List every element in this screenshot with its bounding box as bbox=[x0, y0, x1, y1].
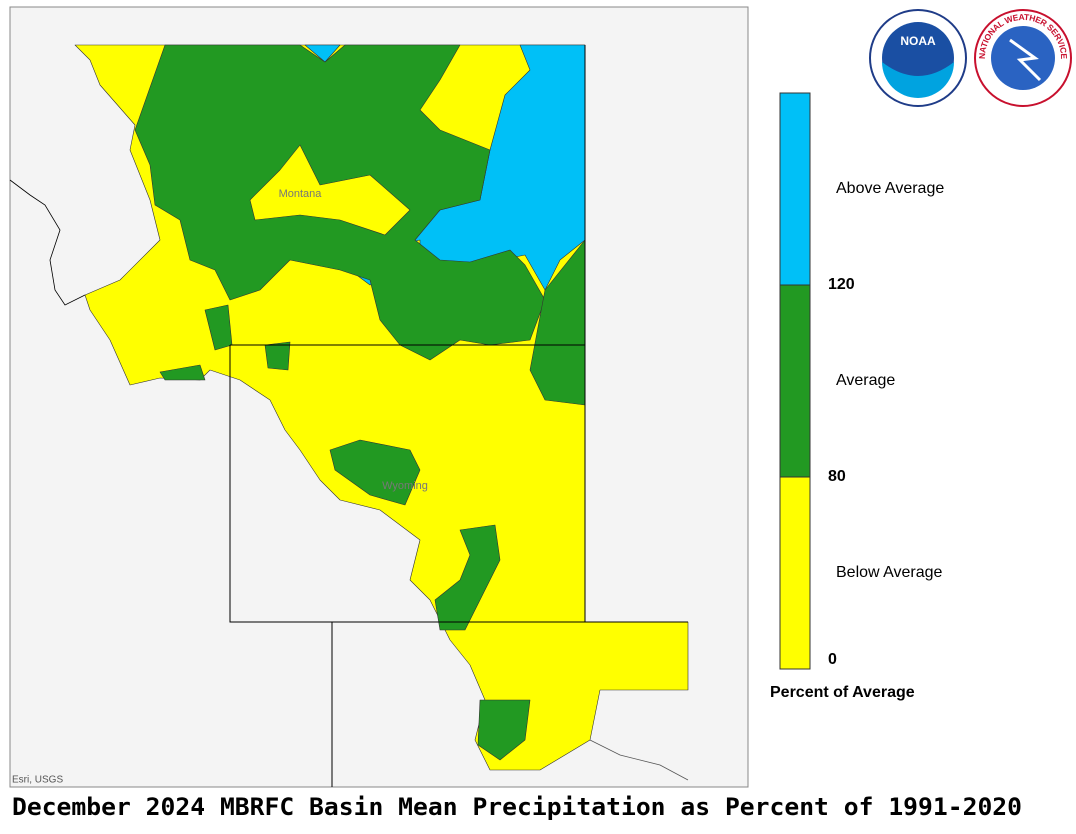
state-border bbox=[9, 179, 86, 306]
legend-swatch bbox=[779, 476, 811, 670]
nws-logo: NATIONAL WEATHER SERVICE bbox=[974, 9, 1072, 107]
average-region bbox=[264, 341, 291, 371]
average-region bbox=[529, 239, 586, 406]
legend-label: Above Average bbox=[836, 180, 944, 197]
average-region bbox=[329, 439, 421, 506]
legend-swatch bbox=[779, 92, 811, 286]
place-label: Wyoming bbox=[382, 480, 428, 492]
legend-swatch bbox=[779, 284, 811, 478]
legend-label: Average bbox=[836, 372, 895, 389]
legend-label: Below Average bbox=[836, 564, 943, 581]
state-border bbox=[229, 45, 688, 787]
map-title: December 2024 MBRFC Basin Mean Precipita… bbox=[12, 793, 1022, 821]
place-label: Montana bbox=[279, 188, 323, 200]
noaa-logo: NOAA bbox=[869, 9, 967, 107]
attribution: Esri, USGS bbox=[12, 775, 63, 786]
below-average-region bbox=[249, 144, 411, 236]
average-region bbox=[477, 699, 531, 761]
legend-break: 120 bbox=[828, 276, 855, 293]
logo-text: NOAA bbox=[900, 34, 936, 48]
legend: Above Average Average Below Average 120 80 0 bbox=[779, 92, 944, 670]
average-region bbox=[434, 524, 501, 631]
legend-break: 80 bbox=[828, 468, 846, 485]
average-region bbox=[159, 364, 206, 381]
legend-title: Percent of Average bbox=[770, 684, 915, 701]
above-average-region bbox=[304, 44, 341, 63]
map-regions bbox=[74, 44, 689, 771]
state-borders bbox=[9, 45, 689, 787]
state-border bbox=[589, 739, 689, 781]
legend-break: 0 bbox=[828, 651, 837, 668]
